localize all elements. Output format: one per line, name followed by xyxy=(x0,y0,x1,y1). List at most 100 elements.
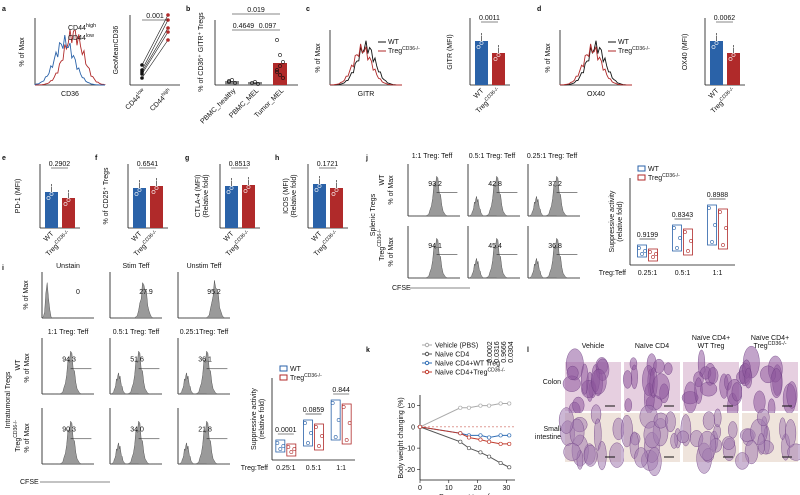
label-sup: low xyxy=(86,33,94,39)
tissue xyxy=(702,411,716,430)
p-value: 0.0316 xyxy=(494,341,501,363)
point xyxy=(654,252,658,256)
paired-line xyxy=(141,31,169,75)
tissue xyxy=(722,436,736,450)
p-value: 0.4649 xyxy=(233,23,255,30)
label: % of Max xyxy=(315,43,322,73)
point xyxy=(46,185,51,189)
tissue xyxy=(770,368,783,398)
point xyxy=(281,60,285,64)
bar xyxy=(45,192,58,228)
histogram xyxy=(559,43,632,86)
p-value: 0.844 xyxy=(332,387,350,394)
point xyxy=(140,70,144,74)
label: 94.1 xyxy=(428,243,442,250)
point xyxy=(281,76,285,80)
point xyxy=(347,421,352,425)
label-sup: CD36-/- xyxy=(322,229,339,246)
label: Suppressive activity xyxy=(609,190,616,252)
label-text: Treg xyxy=(290,375,304,382)
label-sup: CD36-/- xyxy=(13,420,19,438)
label: % of Max xyxy=(24,353,31,383)
label-text: WT xyxy=(15,359,22,371)
point xyxy=(721,243,725,247)
p-value: 0.001 xyxy=(146,13,164,20)
histogram xyxy=(467,258,497,279)
label: Splenic Tregs xyxy=(370,193,377,236)
tissue xyxy=(731,382,743,402)
label-sup: CD36-/- xyxy=(487,368,505,374)
point xyxy=(278,53,282,57)
legend-swatch xyxy=(637,165,646,172)
point xyxy=(154,186,159,190)
series-line xyxy=(419,426,510,445)
point xyxy=(499,49,504,53)
label: (relative fold) xyxy=(617,201,624,241)
p-value: 0.0859 xyxy=(303,407,325,414)
p-value: 0.0011 xyxy=(479,15,500,22)
tissue xyxy=(652,373,670,400)
label: WT xyxy=(379,174,386,186)
label: WT xyxy=(15,359,22,371)
p-value: 0.8513 xyxy=(229,161,251,168)
tissue xyxy=(624,398,633,413)
point xyxy=(63,191,68,195)
legend-swatch xyxy=(279,374,288,381)
panel-letter: f xyxy=(95,155,98,162)
label: TregCD36-/- xyxy=(377,229,386,261)
panel-letter: j xyxy=(365,155,368,162)
bar xyxy=(475,41,488,85)
tissue xyxy=(756,408,770,427)
histogram xyxy=(177,442,207,465)
point xyxy=(151,190,156,194)
point xyxy=(166,38,170,42)
point xyxy=(229,177,234,181)
tissue xyxy=(677,430,689,444)
point xyxy=(498,433,503,438)
point xyxy=(334,188,339,192)
label-text: Treg xyxy=(618,48,632,55)
point xyxy=(498,441,503,446)
box xyxy=(707,204,717,246)
label: (Relative fold) xyxy=(291,174,298,217)
point xyxy=(140,184,145,188)
paired-line xyxy=(141,39,169,79)
histogram xyxy=(560,40,632,86)
tissue xyxy=(786,381,798,409)
box xyxy=(648,248,658,262)
point xyxy=(496,44,501,48)
label-text: Treg xyxy=(15,438,22,452)
point xyxy=(507,441,512,446)
paired-line xyxy=(141,19,169,71)
tissue xyxy=(785,419,797,448)
label: intestine xyxy=(535,434,561,441)
label: 0 xyxy=(76,289,80,296)
point xyxy=(243,178,248,182)
histogram xyxy=(527,258,557,279)
label: WT Treg xyxy=(698,343,725,350)
legend-label: WT xyxy=(648,166,660,173)
label-sup: CD36-/- xyxy=(484,86,501,103)
point xyxy=(466,446,471,451)
series-line xyxy=(419,403,510,428)
legend-label: TregCD36-/- xyxy=(648,173,680,182)
label: Colon xyxy=(543,379,561,386)
label: (Relative fold) xyxy=(203,174,210,217)
legend-marker xyxy=(424,351,430,357)
tissue xyxy=(779,417,786,440)
legend-label: TregCD36-/- xyxy=(618,46,650,55)
point xyxy=(256,82,260,86)
label: % of Max xyxy=(545,43,552,73)
bar xyxy=(225,186,238,228)
point xyxy=(134,181,139,185)
label: % of Max xyxy=(23,280,30,310)
point xyxy=(640,252,644,256)
label: CD44low xyxy=(68,33,94,42)
label: Body weight changing (%) xyxy=(398,397,405,478)
label: 42.8 xyxy=(488,181,502,188)
label: CD44high xyxy=(68,23,96,32)
p-value: 0.9199 xyxy=(637,232,659,239)
label: 1:1 Treg: Teff xyxy=(412,153,453,160)
tissue xyxy=(713,408,722,428)
point xyxy=(229,186,234,190)
